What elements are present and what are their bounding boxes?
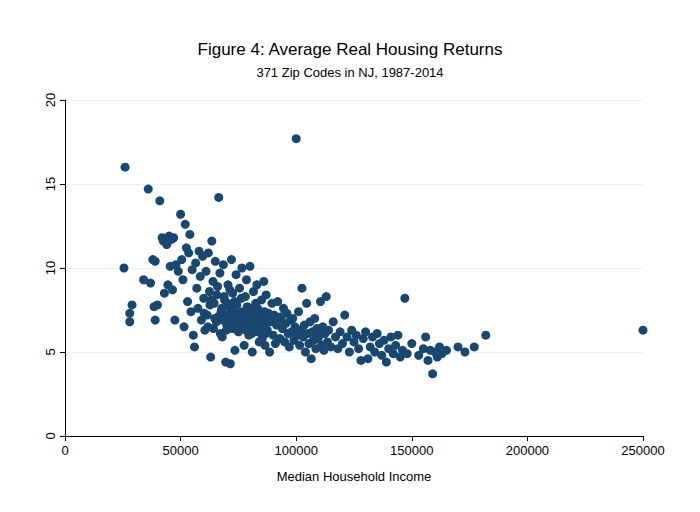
svg-text:0: 0 [43, 432, 58, 439]
svg-text:50000: 50000 [163, 443, 199, 458]
svg-text:371 Zip Codes in NJ, 1987-2014: 371 Zip Codes in NJ, 1987-2014 [256, 65, 443, 80]
svg-text:20: 20 [43, 93, 58, 107]
svg-text:200000: 200000 [506, 443, 549, 458]
svg-text:150000: 150000 [390, 443, 433, 458]
svg-text:10: 10 [43, 261, 58, 275]
svg-text:Median Household Income: Median Household Income [277, 469, 432, 484]
svg-text:100000: 100000 [275, 443, 318, 458]
svg-text:250000: 250000 [621, 443, 664, 458]
svg-text:5: 5 [43, 348, 58, 355]
svg-text:15: 15 [43, 177, 58, 191]
svg-text:Figure 4: Average Real Housing: Figure 4: Average Real Housing Returns [198, 40, 503, 59]
svg-text:0: 0 [61, 443, 68, 458]
